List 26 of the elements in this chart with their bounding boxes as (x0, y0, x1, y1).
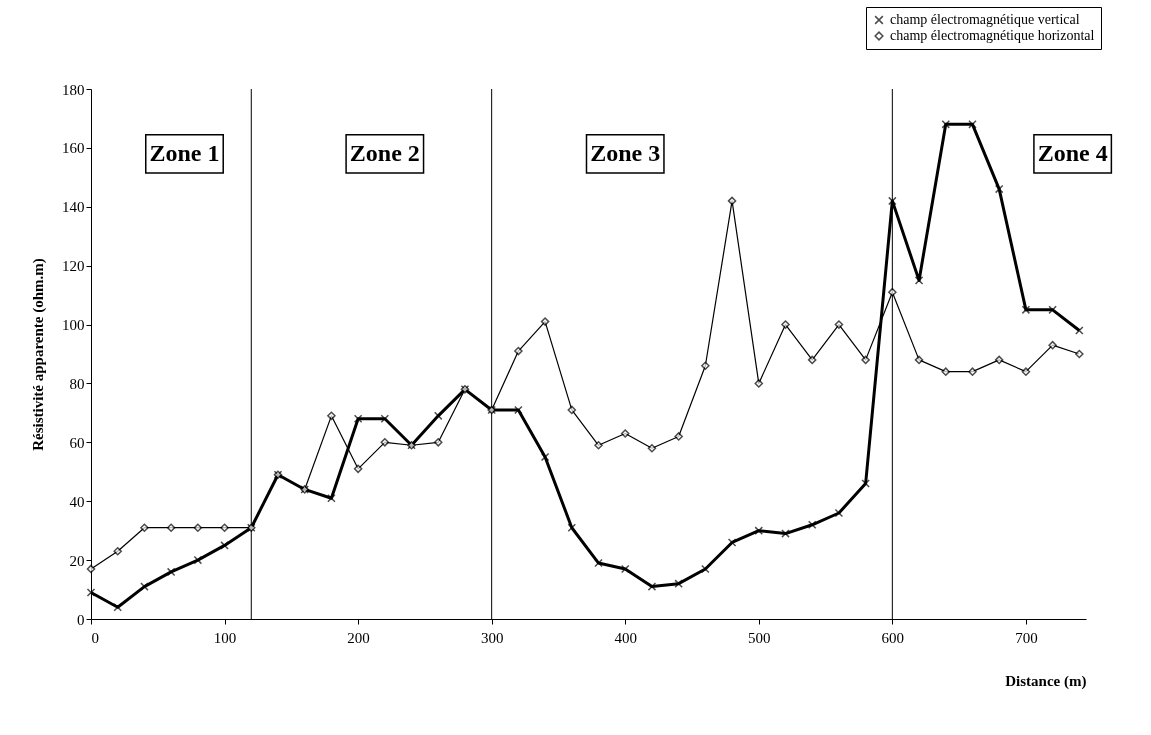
x-tick-label: 300 (480, 629, 504, 646)
annotation: Zone 3 (590, 139, 661, 166)
y-tick-label: 120 (62, 258, 85, 275)
x-axis-title: Distance (m) (1005, 672, 1087, 690)
y-tick-label: 40 (69, 493, 85, 510)
x-tick-label: 0 (91, 629, 99, 646)
annotation: Zone 4 (1037, 139, 1108, 166)
y-tick-label: 0 (77, 611, 85, 628)
x-tick-label: 500 (748, 629, 771, 646)
annotation: Zone 2 (349, 139, 420, 166)
x-tick-label: 200 (347, 629, 370, 646)
x-tick-label: 700 (1015, 629, 1038, 646)
annotation: Zone 1 (149, 139, 220, 166)
y-tick-label: 160 (62, 140, 85, 157)
x-tick-label: 600 (881, 629, 905, 646)
y-tick-label: 20 (69, 552, 85, 569)
legend-label: champ électromagnétique vertical (890, 12, 1080, 27)
x-tick-label: 400 (614, 629, 637, 646)
x-tick-label: 100 (213, 629, 237, 646)
y-tick-label: 100 (62, 317, 85, 334)
y-tick-label: 80 (69, 375, 85, 392)
y-tick-label: 60 (69, 434, 85, 451)
y-axis-title: Résistivité apparente (ohm.m) (30, 258, 47, 451)
legend-label: champ électromagnétique horizontal (890, 28, 1095, 43)
y-tick-label: 180 (62, 81, 85, 98)
y-tick-label: 140 (62, 199, 85, 216)
